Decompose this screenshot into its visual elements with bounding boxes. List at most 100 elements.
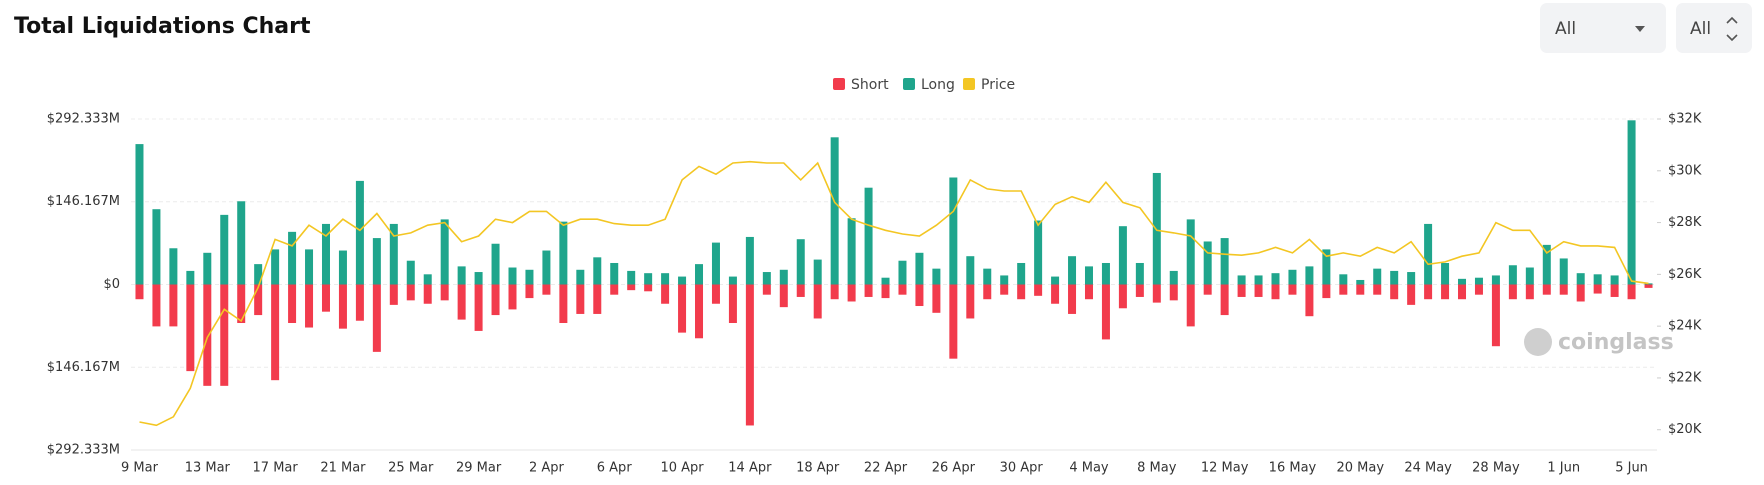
x-tick-label: 22 Apr [864,461,908,476]
bar [440,284,449,301]
bar [1559,258,1568,285]
bar [1424,223,1433,285]
bar [1627,120,1636,285]
bar [983,268,992,285]
watermark-text: coinglass [1558,330,1674,355]
bar [1441,262,1450,285]
x-tick-label: 16 May [1269,461,1317,476]
bar [1593,284,1602,294]
bar [644,273,653,285]
bar [152,209,161,285]
bar [1339,284,1348,295]
bar [321,223,330,285]
dropdown-box[interactable] [1676,3,1752,53]
bar [1169,270,1178,285]
dropdown-box[interactable] [1540,3,1666,53]
bar [1237,275,1246,285]
bar [593,257,602,285]
bar [508,267,517,285]
bar [372,284,381,352]
bar [1288,284,1297,295]
bar [1458,278,1467,285]
interval-filter[interactable]: All [1676,3,1752,53]
bar [203,284,212,386]
x-tick-label: 25 Mar [388,461,434,476]
x-tick-label: 20 May [1336,461,1384,476]
bar [389,223,398,285]
bar [1542,244,1551,285]
bar [1373,284,1382,295]
bar [576,269,585,285]
bar [1491,284,1500,347]
x-tick-label: 21 Mar [320,461,366,476]
x-tick-label: 24 May [1404,461,1452,476]
bar [1508,265,1517,285]
bar [525,269,534,285]
bar [1271,273,1280,285]
range-filter[interactable]: All [1540,3,1666,53]
bar [1356,284,1365,295]
bar [745,236,754,285]
y2-tick-label: $26K [1668,267,1702,282]
bar [915,252,924,285]
bar [728,284,737,323]
bar [830,284,839,300]
bar [423,274,432,285]
y-tick-label: $292.333M [47,112,120,127]
bar [1576,273,1585,285]
bar [1084,284,1093,300]
bar [915,284,924,307]
bar [695,284,704,339]
bar [1407,272,1416,285]
x-tick-label: 14 Apr [728,461,772,476]
x-tick-label: 5 Jun [1615,461,1648,476]
bar [271,284,280,381]
bar [1152,172,1161,285]
x-tick-label: 17 Mar [253,461,299,476]
x-tick-label: 26 Apr [932,461,976,476]
bar [711,284,720,304]
bar [898,260,907,285]
price-line [139,160,1649,427]
bar [932,268,941,285]
bar [593,284,602,314]
x-tick-label: 9 Mar [121,461,159,476]
bar [779,269,788,285]
bar [1068,284,1077,314]
bar [966,284,975,319]
bar [1135,262,1144,285]
bar [1373,268,1382,285]
bar [949,177,958,285]
bar [559,221,568,285]
bar [254,264,263,285]
bar [678,284,687,333]
bar [237,201,246,285]
bar [508,284,517,310]
bar [1068,256,1077,285]
bar [1610,284,1619,297]
bar [1254,284,1263,297]
dropdown-label[interactable]: All [1690,19,1711,39]
bar [1084,266,1093,285]
dropdown-label[interactable]: All [1555,19,1576,39]
legend-swatch [833,78,845,90]
bar [406,260,415,285]
bar [474,284,483,331]
bar [1390,284,1399,300]
bar [1390,270,1399,285]
bar [542,250,551,285]
bar [406,284,415,301]
x-tick-label: 8 May [1137,461,1177,476]
bar [220,214,229,285]
bar [1322,249,1331,285]
bar [1017,262,1026,285]
bar [271,249,280,285]
chart-title: Total Liquidations Chart [14,14,311,39]
watermark-logo [1524,328,1552,356]
bar [237,284,246,323]
bar [440,219,449,285]
bar [1593,274,1602,285]
bar [1118,226,1127,285]
legend-swatch [903,78,915,90]
bar [1525,267,1534,285]
